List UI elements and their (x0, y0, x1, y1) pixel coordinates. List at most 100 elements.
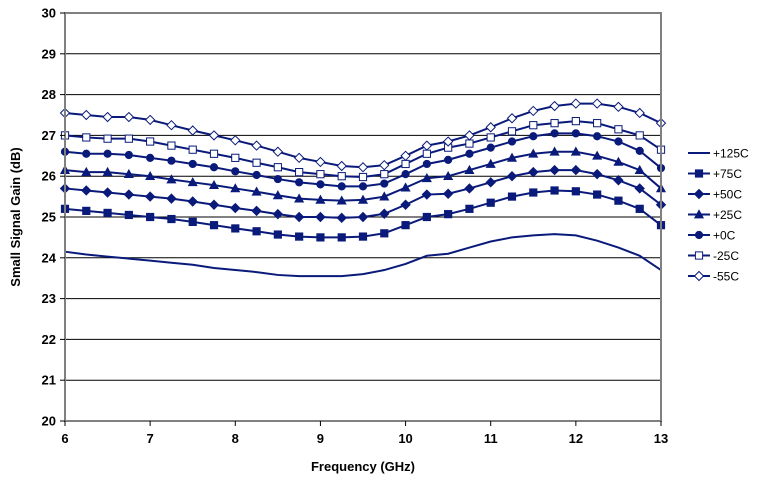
data-point-plus75c-26 (614, 196, 623, 205)
data-point-plus0c-6 (188, 159, 197, 169)
legend-entry-plus75c: +75C (688, 167, 742, 181)
series-plus25c (59, 146, 667, 205)
data-point-minus55c-26 (613, 101, 624, 113)
data-point-minus25c-27 (635, 131, 644, 140)
data-point-minus25c-4 (146, 137, 155, 146)
data-point-plus50c-23 (549, 164, 560, 176)
data-point-plus25c-10 (272, 190, 283, 200)
data-point-plus75c-14 (358, 232, 368, 241)
y-tick-label-22: 22 (42, 332, 56, 347)
data-point-minus25c-21 (507, 127, 517, 136)
data-point-plus0c-20 (486, 143, 495, 152)
data-point-minus55c-19 (464, 130, 475, 141)
data-point-plus25c-19 (464, 164, 475, 174)
data-point-plus0c-3 (124, 150, 133, 160)
data-point-plus75c-7 (209, 221, 219, 230)
data-point-minus25c-25 (593, 119, 602, 128)
data-point-minus25c-1 (82, 133, 91, 142)
data-point-plus50c-3 (123, 189, 135, 200)
data-point-plus50c-2 (102, 187, 113, 198)
data-point-minus55c-3 (123, 111, 135, 123)
data-point-plus75c-22 (529, 188, 538, 197)
data-point-minus55c-2 (102, 111, 113, 123)
x-axis-title: Frequency (GHz) (311, 459, 415, 474)
data-point-plus75c-18 (444, 210, 453, 219)
data-point-plus50c-22 (528, 166, 539, 178)
legend-label-minus55c: -55C (713, 270, 739, 284)
data-point-plus50c-11 (293, 211, 305, 223)
data-point-minus55c-21 (506, 113, 518, 124)
data-point-plus25c-13 (336, 195, 347, 205)
data-point-plus25c-7 (208, 179, 220, 190)
data-point-minus25c-16 (401, 159, 410, 169)
legend-entry-minus25c: -25C (688, 249, 739, 263)
data-point-plus50c-1 (81, 185, 92, 196)
data-point-minus25c-24 (571, 117, 580, 126)
series-minus25c (60, 117, 666, 182)
data-point-plus0c-21 (507, 137, 517, 146)
legend-swatch-marker-minus25c (694, 251, 704, 260)
data-point-plus0c-26 (614, 137, 623, 146)
y-tick-label-28: 28 (42, 87, 56, 102)
data-point-minus55c-4 (144, 114, 156, 126)
data-point-plus75c-19 (465, 204, 474, 213)
data-point-plus25c-18 (443, 170, 454, 181)
series-minus55c (59, 98, 667, 173)
data-point-plus0c-13 (337, 182, 346, 191)
data-point-plus50c-6 (187, 196, 198, 207)
data-point-minus25c-17 (422, 149, 431, 158)
legend-label-minus25c: -25C (713, 249, 739, 263)
data-point-minus55c-24 (570, 98, 582, 109)
data-point-plus25c-1 (81, 166, 92, 176)
data-point-minus25c-26 (614, 125, 623, 134)
y-tick-label-26: 26 (42, 169, 56, 184)
data-point-minus55c-11 (293, 152, 305, 164)
legend-label-plus75c: +75C (713, 167, 742, 181)
legend: +125C +75C +50C +25C +0C -25C -55C (688, 147, 749, 284)
data-point-plus75c-3 (124, 210, 133, 220)
data-point-plus25c-17 (421, 173, 432, 183)
data-point-plus0c-9 (252, 170, 261, 180)
x-tick-label-9: 9 (317, 431, 324, 446)
data-point-minus55c-23 (549, 100, 560, 112)
data-point-minus25c-7 (209, 149, 219, 158)
legend-label-plus50c: +50C (713, 188, 742, 202)
y-tick-label-29: 29 (42, 46, 56, 61)
data-point-plus75c-11 (295, 232, 304, 241)
data-point-plus25c-12 (315, 194, 326, 204)
legend-entry-plus125c: +125C (688, 147, 749, 161)
data-point-plus25c-22 (528, 148, 539, 158)
y-tick-label-20: 20 (42, 414, 56, 429)
series-plus0c (60, 129, 666, 191)
data-point-minus55c-10 (272, 146, 284, 157)
data-point-plus75c-25 (593, 190, 602, 199)
data-point-plus75c-10 (273, 230, 282, 239)
legend-entry-minus55c: -55C (688, 270, 739, 284)
data-point-minus55c-14 (357, 162, 369, 173)
data-point-plus75c-20 (486, 198, 495, 207)
data-point-plus0c-17 (422, 159, 431, 169)
data-point-plus50c-24 (570, 164, 582, 176)
legend-label-plus0c: +0C (713, 229, 736, 243)
data-point-plus75c-12 (316, 233, 325, 242)
data-point-plus50c-19 (464, 183, 475, 194)
y-tick-label-25: 25 (42, 210, 56, 225)
legend-swatch-marker-plus50c (693, 188, 705, 200)
data-point-plus75c-21 (507, 192, 517, 201)
legend-entry-plus25c: +25C (688, 208, 742, 222)
data-point-plus75c-15 (380, 229, 389, 238)
data-point-minus55c-1 (81, 109, 92, 121)
data-point-plus25c-21 (506, 152, 518, 162)
data-point-minus25c-13 (337, 172, 346, 181)
data-point-minus55c-7 (208, 130, 220, 141)
data-point-plus50c-10 (272, 208, 284, 220)
data-point-plus50c-27 (634, 183, 645, 194)
data-point-minus25c-23 (550, 119, 559, 128)
data-point-plus25c-15 (379, 191, 390, 201)
x-tick-label-8: 8 (232, 431, 239, 446)
data-point-plus0c-2 (103, 149, 112, 158)
data-point-plus0c-25 (593, 132, 602, 141)
y-tick-label-27: 27 (42, 128, 56, 143)
legend-swatch-marker-plus75c (694, 169, 704, 178)
